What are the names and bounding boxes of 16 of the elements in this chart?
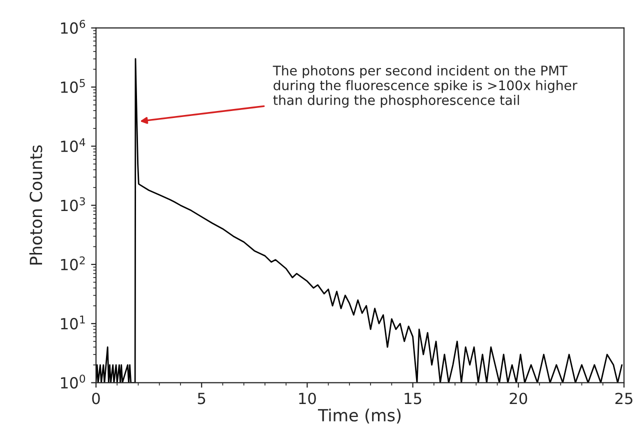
y-tick-label: 10$^{3}$ (61, 197, 85, 212)
y-tick-label: 10$^{2}$ (61, 256, 85, 270)
y-tick-label: 10$^{6}$ (61, 20, 86, 34)
annotation: The photons per second incident on the PMT during the fluorescence spike is >100x higher than during the phosphorescence tail (272, 65, 578, 108)
x-tick-label: 5 (198, 392, 206, 404)
x-tick-label: 25 (615, 392, 632, 404)
y-axis-title: Photon Counts (29, 145, 42, 264)
y-tick-label: 10$^{0}$ (61, 374, 86, 389)
y-tick-label: 10$^{5}$ (61, 79, 85, 93)
x-tick-label: 15 (404, 392, 422, 404)
y-tick-label: 10$^{4}$ (61, 138, 86, 152)
x-tick-label: 0 (92, 392, 100, 404)
x-axis-title: Time (ms) (318, 408, 401, 424)
y-tick-label: 10$^{1}$ (61, 316, 85, 330)
x-tick-label: 10 (299, 392, 316, 404)
x-tick-label: 20 (510, 392, 528, 404)
